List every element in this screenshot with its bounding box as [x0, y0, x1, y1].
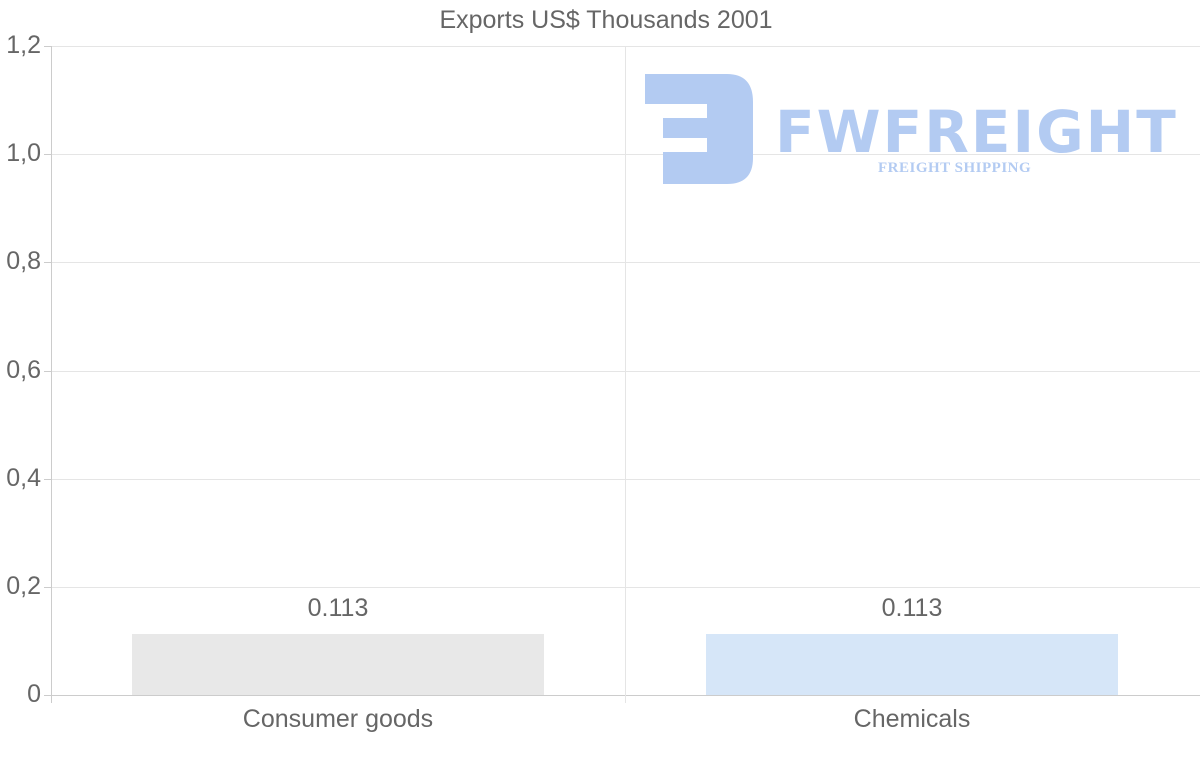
plot-area: FWFREIGHT FREIGHT SHIPPING 0.113 0.113: [51, 46, 1200, 703]
watermark-brand: FWFREIGHT: [775, 98, 1178, 166]
y-tick-mark: [44, 587, 51, 588]
y-tick-label: 1,0: [6, 139, 41, 167]
x-category-label: Chemicals: [853, 705, 971, 733]
bar-value-label: 0.113: [307, 594, 369, 622]
chart-title: Exports US$ Thousands 2001: [439, 6, 773, 34]
y-tick-label: 0,8: [6, 247, 41, 275]
y-tick-label: 0,6: [6, 356, 41, 384]
y-tick-label: 0: [27, 680, 41, 708]
y-tick-label: 0,2: [6, 572, 41, 600]
category-separator: [625, 46, 626, 703]
bar-value-label: 0.113: [881, 594, 943, 622]
fwfreight-logo-icon: [645, 74, 753, 184]
bar-consumer-goods[interactable]: [132, 634, 544, 695]
y-tick-mark: [44, 479, 51, 480]
bar-chemicals[interactable]: [706, 634, 1118, 695]
x-category-label: Consumer goods: [242, 705, 434, 733]
y-tick-label: 0,4: [6, 464, 41, 492]
y-tick-mark: [44, 262, 51, 263]
watermark-tagline: FREIGHT SHIPPING: [878, 160, 1032, 176]
y-axis-line: [51, 46, 52, 703]
fwfreight-watermark: FWFREIGHT FREIGHT SHIPPING: [645, 72, 1176, 190]
y-tick-label: 1,2: [6, 31, 41, 59]
y-tick-mark: [44, 154, 51, 155]
y-tick-mark: [44, 371, 51, 372]
y-tick-mark: [44, 46, 51, 47]
y-tick-mark: [44, 695, 51, 696]
